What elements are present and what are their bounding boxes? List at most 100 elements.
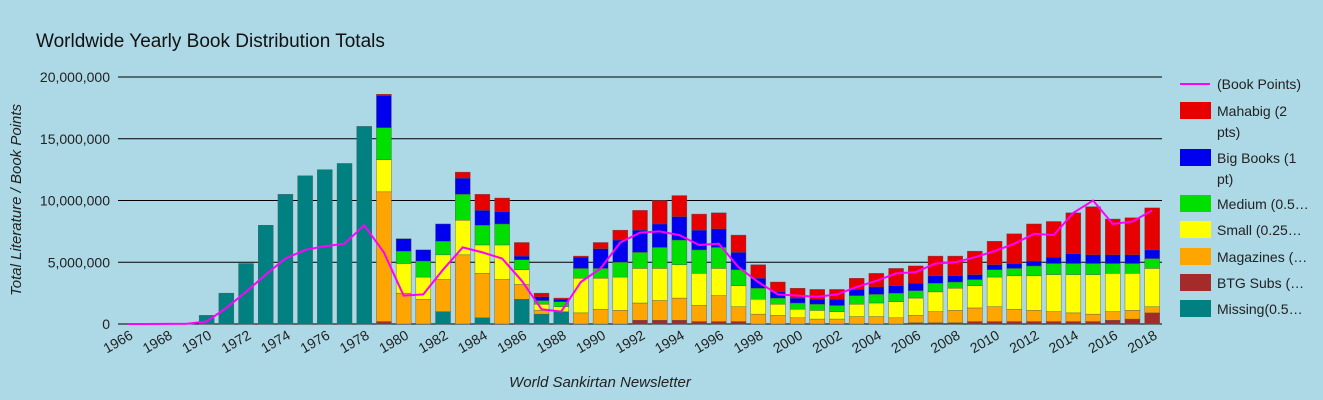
bar-segment <box>750 313 766 325</box>
bar-segment <box>494 197 510 212</box>
bar-segment <box>967 307 983 322</box>
bar-segment <box>592 278 609 310</box>
bar-segment <box>789 317 806 325</box>
bar-segment <box>1085 321 1101 325</box>
bar-segment <box>455 194 471 221</box>
bar-segment <box>789 308 806 319</box>
bar-segment <box>1006 308 1022 322</box>
bar-segment <box>1105 320 1121 325</box>
bar-segment <box>1144 306 1160 314</box>
bar-segment <box>395 238 412 252</box>
x-tick-label: 2004 <box>849 327 884 357</box>
bar-segment <box>1085 206 1101 256</box>
bar-segment <box>770 281 786 293</box>
x-tick-label: 1982 <box>416 327 451 357</box>
bar-segment <box>730 285 747 307</box>
bar-segment <box>829 311 845 320</box>
bar-segment <box>533 292 550 298</box>
bar-segment <box>1045 274 1062 312</box>
legend-label: pts) <box>1217 124 1240 140</box>
bar-segment <box>573 268 589 279</box>
bar-segment <box>848 316 865 325</box>
y-axis: 0 5,000,000 10,000,000 15,000,000 20,000,000 <box>40 69 110 332</box>
bar-segment <box>474 224 491 246</box>
bar-segment <box>868 286 885 295</box>
bar-segment <box>848 304 865 317</box>
y-tick-label: 20,000,000 <box>40 69 110 85</box>
bar-segment <box>947 310 963 323</box>
bar-segment <box>888 285 904 294</box>
legend-swatch <box>1180 274 1211 291</box>
bar-segment <box>592 242 609 249</box>
bar-segment <box>986 264 1003 270</box>
x-tick-label: 2002 <box>809 327 844 357</box>
bar-segment <box>986 306 1003 322</box>
bar-segment <box>730 234 747 253</box>
bar-segment <box>986 321 1003 325</box>
bar-segment <box>553 299 569 302</box>
bar-segment <box>671 216 688 241</box>
x-tick-label: 1980 <box>376 327 411 357</box>
legend-swatch <box>1180 102 1211 119</box>
bar-segment <box>514 255 530 260</box>
bar-segment <box>927 291 944 312</box>
legend-swatch <box>1180 221 1211 238</box>
x-tick-label: 2018 <box>1125 327 1160 357</box>
bar-segment <box>652 247 668 269</box>
bar-segment <box>1144 312 1160 325</box>
bar-segment <box>592 308 609 325</box>
bar-segment <box>395 250 412 264</box>
bar-segment <box>455 178 471 195</box>
x-tick-label: 1990 <box>573 327 608 357</box>
legend-label: Big Books (1 <box>1217 150 1297 166</box>
chart-title: Worldwide Yearly Book Distribution Total… <box>36 31 385 52</box>
bar-segment <box>612 310 628 325</box>
legend-label: (Book Points) <box>1217 76 1301 92</box>
bar-segment <box>1006 268 1022 277</box>
bar-segment <box>1124 254 1141 264</box>
bar-segment <box>1026 321 1042 325</box>
bar-segment <box>829 318 845 325</box>
bar-segment <box>750 299 766 315</box>
bar-segment <box>711 321 727 325</box>
bar-segment <box>947 275 963 283</box>
bar-segment <box>809 289 825 300</box>
bar-segment <box>770 315 786 325</box>
x-tick-label: 1986 <box>494 327 529 357</box>
bar-segment <box>1144 258 1160 269</box>
bar-segment <box>573 312 589 325</box>
y-tick-label: 5,000,000 <box>48 254 110 270</box>
bar-segment <box>474 273 491 319</box>
bar-segment <box>376 127 392 160</box>
bar-segment <box>927 283 944 293</box>
bar-segment <box>474 194 491 211</box>
bar-segment <box>632 210 648 231</box>
x-tick-label: 1996 <box>691 327 726 357</box>
bar-segment <box>592 248 609 269</box>
bar-segment <box>514 242 530 257</box>
x-tick-label: 1994 <box>652 327 687 357</box>
legend-label: BTG Subs (… <box>1217 275 1304 291</box>
bar-segment <box>415 299 432 325</box>
bar-segment <box>908 283 924 291</box>
x-axis: 1966 1968 1970 1972 1974 1976 1978 1980 1982 1984… <box>100 327 1159 357</box>
bar-segment <box>494 244 510 280</box>
bar-segment <box>376 95 392 128</box>
legend: (Book Points) Mahabig (2 pts) Big Books (1 p… <box>1180 76 1309 317</box>
bar-segment <box>455 254 471 325</box>
bar-segment <box>376 191 392 322</box>
bar-segment <box>1026 223 1042 262</box>
x-tick-label: 2014 <box>1046 327 1081 357</box>
bar-segment <box>1006 321 1022 325</box>
bar-segment <box>888 292 904 302</box>
bar-segment <box>671 264 688 299</box>
bar-segment <box>1045 311 1062 322</box>
bar-segment <box>730 306 747 322</box>
book-points-line <box>127 199 1153 325</box>
bar-segment <box>1026 260 1042 267</box>
bar-segment <box>789 302 806 310</box>
bar-segment <box>652 300 668 321</box>
bar-segment <box>967 285 983 309</box>
legend-label: Missing(0.5… <box>1217 301 1303 317</box>
